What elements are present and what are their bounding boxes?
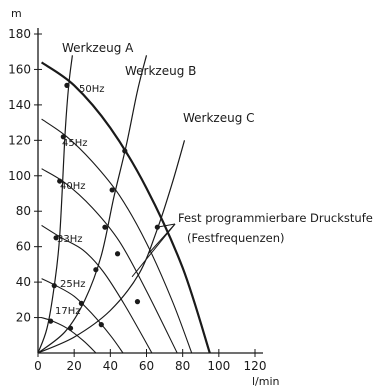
- y-tick-label: 160: [8, 62, 31, 76]
- operating-point: [48, 318, 54, 324]
- frequency-curve-45hz: [41, 118, 193, 354]
- annotation: Fest programmierbare Druckstufen (Festfre…: [131, 211, 373, 278]
- tool-label-c: Werkzeug C: [183, 111, 255, 125]
- x-axis-unit: l/min: [252, 375, 280, 388]
- operating-point: [67, 325, 74, 331]
- frequency-curve-40hz: [41, 168, 178, 354]
- tool-label-b: Werkzeug B: [125, 64, 196, 78]
- operating-point: [93, 267, 99, 273]
- operating-points: [48, 82, 160, 331]
- y-tick-label: 120: [8, 133, 31, 147]
- annotation-pointer: [131, 223, 176, 278]
- axes: 0 20 40 60 80 100 120 20 40 60 80 100 120 140 160 180 m l…: [8, 7, 279, 388]
- y-tick-label: 20: [16, 311, 31, 325]
- y-tick-label: 60: [16, 240, 31, 254]
- operating-point: [53, 235, 59, 241]
- y-tick-label: 180: [8, 27, 31, 41]
- tool-curve-c: [37, 140, 186, 354]
- x-tick-label: 20: [67, 359, 82, 373]
- operating-point: [64, 82, 70, 88]
- tool-label-a: Werkzeug A: [62, 41, 134, 55]
- operating-point: [51, 283, 57, 289]
- frequency-label-17hz: 17Hz: [55, 306, 81, 317]
- frequency-label-25hz: 25Hz: [60, 279, 86, 290]
- x-tick-label: 40: [103, 359, 118, 373]
- operating-point: [114, 251, 121, 257]
- frequency-label-40hz: 40Hz: [60, 181, 86, 192]
- operating-point: [122, 148, 128, 154]
- operating-point: [109, 187, 115, 193]
- operating-point: [134, 299, 141, 305]
- y-tick-label: 100: [8, 169, 31, 183]
- annotation-line-1: Fest programmierbare Druckstufen: [178, 211, 373, 225]
- tool-curve-b: [37, 55, 148, 354]
- operating-point: [78, 300, 84, 306]
- frequency-label-50hz: 50Hz: [79, 84, 105, 95]
- frequency-curve-50hz: [40, 61, 211, 354]
- frequency-label-33hz: 33Hz: [57, 234, 83, 245]
- annotation-line-2: (Festfrequenzen): [187, 231, 285, 245]
- x-tick-label: 100: [207, 359, 230, 373]
- y-axis-unit: m: [11, 7, 22, 20]
- x-tick-label: 0: [34, 359, 42, 373]
- y-tick-label: 80: [16, 204, 31, 218]
- operating-point: [60, 134, 66, 140]
- operating-point: [102, 224, 108, 230]
- annotation-pointer: [157, 223, 176, 228]
- frequency-label-45hz: 45Hz: [62, 138, 88, 149]
- x-tick-label: 120: [244, 359, 267, 373]
- x-tick-label: 60: [139, 359, 154, 373]
- operating-point: [57, 178, 63, 184]
- y-tick-label: 140: [8, 98, 31, 112]
- x-tick-label: 80: [175, 359, 190, 373]
- y-tick-label: 40: [16, 275, 31, 289]
- curve-labels: 50Hz 45Hz 40Hz 33Hz 25Hz 17Hz Werkzeug A Werkze…: [55, 41, 255, 317]
- operating-point: [98, 322, 104, 328]
